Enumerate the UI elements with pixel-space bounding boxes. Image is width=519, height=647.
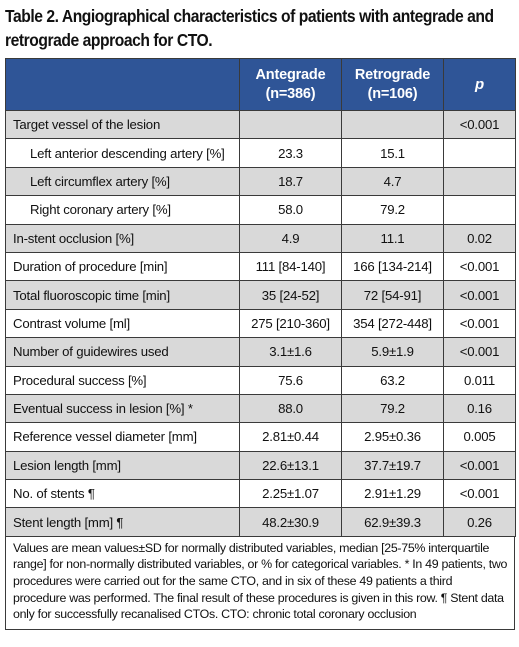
header-row: Antegrade (n=386) Retrograde (n=106) p: [5, 58, 516, 111]
data-table: Antegrade (n=386) Retrograde (n=106) p T…: [5, 58, 516, 537]
table-row: Stent length [mm] ¶ 48.2±30.9 62.9±39.3 0.2…: [5, 507, 516, 537]
retrograde-value-cell: 4.7: [341, 166, 444, 197]
row-label-cell: Target vessel of the lesion: [5, 109, 240, 140]
row-label-cell: Contrast volume [ml]: [5, 308, 240, 339]
antegrade-value-cell: 2.81±0.44: [239, 422, 342, 452]
antegrade-value-cell: [239, 109, 342, 140]
table-row: Eventual success in lesion [%] * 88.0 79.2…: [5, 393, 516, 424]
table-row: Reference vessel diameter [mm] 2.81±0.44 2…: [5, 422, 516, 452]
p-value-cell: <0.001: [443, 251, 516, 282]
retrograde-value-cell: 354 [272-448]: [341, 308, 444, 339]
antegrade-value-cell: 75.6: [239, 365, 342, 395]
header-antegrade: Antegrade (n=386): [239, 58, 342, 111]
p-value-cell: 0.16: [443, 393, 516, 424]
table-row: Contrast volume [ml] 275 [210-360] 354 [27…: [5, 308, 516, 339]
antegrade-value-cell: 4.9: [239, 223, 342, 253]
row-label-cell: Left circumflex artery [%]: [5, 166, 240, 197]
row-label-cell: Total fluoroscopic time [min]: [5, 280, 240, 310]
table-title: Table 2. Angiographical characteristics …: [5, 6, 494, 50]
row-label-cell: Reference vessel diameter [mm]: [5, 422, 240, 452]
row-label-cell: Left anterior descending artery [%]: [5, 138, 240, 168]
antegrade-value-cell: 2.25±1.07: [239, 479, 342, 509]
table-row: Procedural success [%] 75.6 63.2 0.011: [5, 365, 516, 395]
table-row: In-stent occlusion [%] 4.9 11.1 0.02: [5, 223, 516, 253]
retrograde-value-cell: 72 [54-91]: [341, 280, 444, 310]
row-label-cell: Stent length [mm] ¶: [5, 507, 240, 537]
row-label-cell: Procedural success [%]: [5, 365, 240, 395]
header-p: p: [443, 58, 516, 111]
header-retrograde-text: Retrograde (n=106): [354, 66, 431, 102]
p-value-cell: <0.001: [443, 308, 516, 339]
row-label-cell: Number of guidewires used: [5, 337, 240, 367]
row-label-cell: Duration of procedure [min]: [5, 251, 240, 282]
table-row: Duration of procedure [min] 111 [84-140] 1…: [5, 251, 516, 282]
p-value-cell: <0.001: [443, 337, 516, 367]
antegrade-value-cell: 35 [24-52]: [239, 280, 342, 310]
row-label-cell: No. of stents ¶: [5, 479, 240, 509]
p-value-cell: 0.26: [443, 507, 516, 537]
table-footnote: Values are mean values±SD for normally d…: [5, 536, 515, 630]
table-row: Right coronary artery [%] 58.0 79.2: [5, 195, 516, 225]
antegrade-value-cell: 48.2±30.9: [239, 507, 342, 537]
p-value-cell: 0.011: [443, 365, 516, 395]
retrograde-value-cell: 37.7±19.7: [341, 450, 444, 481]
row-label-cell: Right coronary artery [%]: [5, 195, 240, 225]
row-label-cell: Lesion length [mm]: [5, 450, 240, 481]
table-row: Left anterior descending artery [%] 23.3 1…: [5, 138, 516, 168]
retrograde-value-cell: 63.2: [341, 365, 444, 395]
retrograde-value-cell: 11.1: [341, 223, 444, 253]
retrograde-value-cell: 79.2: [341, 393, 444, 424]
p-value-cell: 0.005: [443, 422, 516, 452]
table-row: Lesion length [mm] 22.6±13.1 37.7±19.7 <0.0…: [5, 450, 516, 481]
antegrade-value-cell: 88.0: [239, 393, 342, 424]
antegrade-value-cell: 3.1±1.6: [239, 337, 342, 367]
p-value-cell: [443, 138, 516, 168]
antegrade-value-cell: 18.7: [239, 166, 342, 197]
header-antegrade-text: Antegrade (n=386): [255, 66, 326, 102]
retrograde-value-cell: 5.9±1.9: [341, 337, 444, 367]
retrograde-value-cell: 15.1: [341, 138, 444, 168]
p-value-cell: [443, 166, 516, 197]
retrograde-value-cell: [341, 109, 444, 140]
table-row: Left circumflex artery [%] 18.7 4.7: [5, 166, 516, 197]
p-value-cell: <0.001: [443, 479, 516, 509]
p-value-cell: [443, 195, 516, 225]
retrograde-value-cell: 79.2: [341, 195, 444, 225]
header-retrograde: Retrograde (n=106): [341, 58, 444, 111]
antegrade-value-cell: 23.3: [239, 138, 342, 168]
table-body: Target vessel of the lesion <0.001 Left an…: [5, 109, 516, 537]
retrograde-value-cell: 166 [134-214]: [341, 251, 444, 282]
p-value-cell: 0.02: [443, 223, 516, 253]
header-label-cell: [5, 58, 240, 111]
retrograde-value-cell: 62.9±39.3: [341, 507, 444, 537]
antegrade-value-cell: 111 [84-140]: [239, 251, 342, 282]
table-row: Number of guidewires used 3.1±1.6 5.9±1.9 <…: [5, 337, 516, 367]
row-label-cell: In-stent occlusion [%]: [5, 223, 240, 253]
antegrade-value-cell: 58.0: [239, 195, 342, 225]
row-label-cell: Eventual success in lesion [%] *: [5, 393, 240, 424]
table-row: No. of stents ¶ 2.25±1.07 2.91±1.29 <0.001: [5, 479, 516, 509]
antegrade-value-cell: 22.6±13.1: [239, 450, 342, 481]
antegrade-value-cell: 275 [210-360]: [239, 308, 342, 339]
p-value-cell: <0.001: [443, 280, 516, 310]
p-value-cell: <0.001: [443, 109, 516, 140]
table-row: Target vessel of the lesion <0.001: [5, 109, 516, 140]
table-row: Total fluoroscopic time [min] 35 [24-52] 7…: [5, 280, 516, 310]
p-value-cell: <0.001: [443, 450, 516, 481]
retrograde-value-cell: 2.91±1.29: [341, 479, 444, 509]
retrograde-value-cell: 2.95±0.36: [341, 422, 444, 452]
